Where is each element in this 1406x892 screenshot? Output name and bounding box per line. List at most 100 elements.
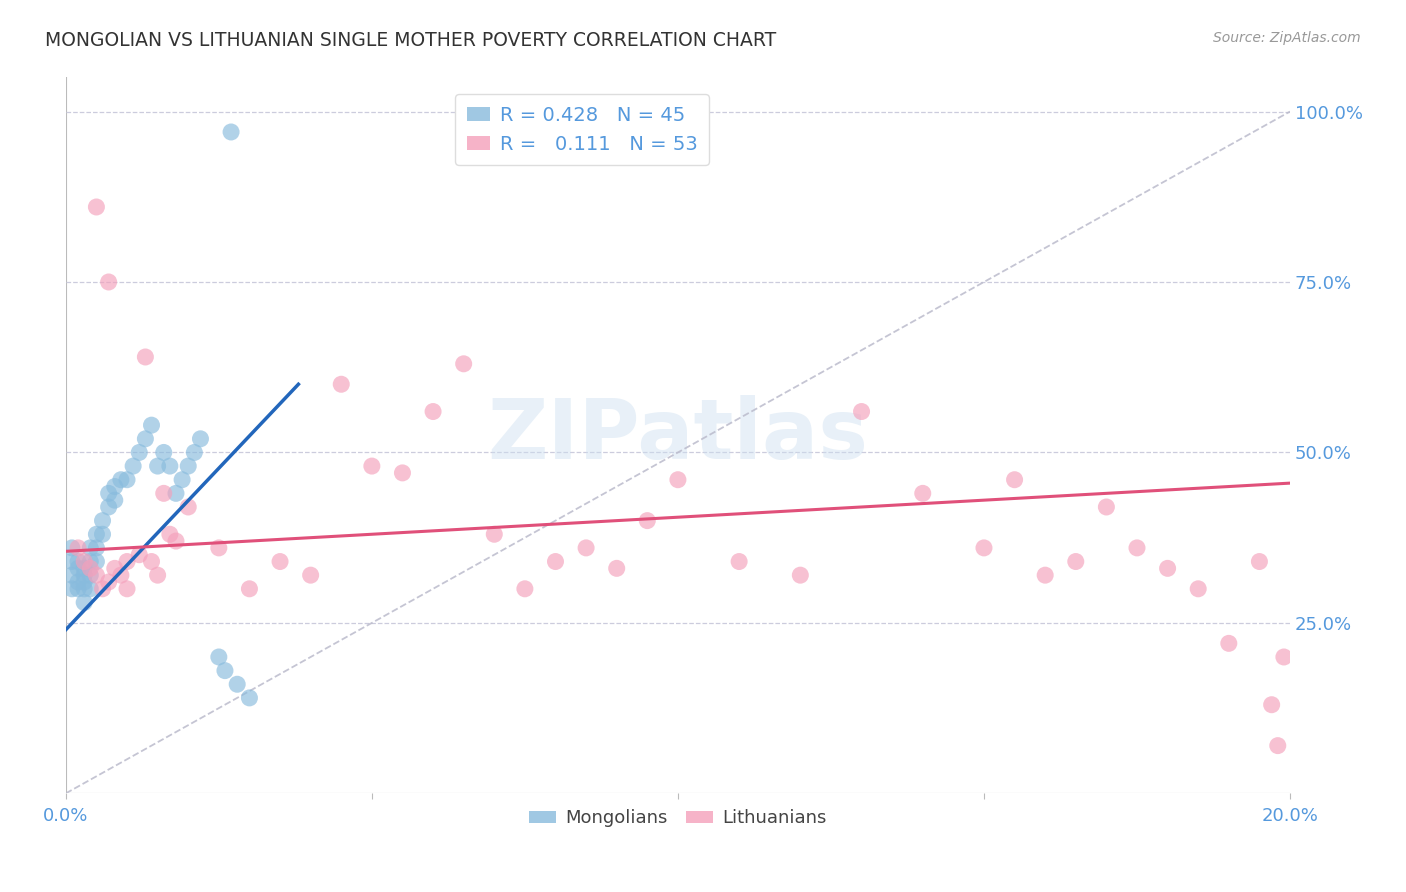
Point [67,561,90,575]
Point [728,555,751,569]
Point [115,473,138,487]
Point [208,650,231,665]
Point [141,555,163,569]
Point [1187,582,1209,596]
Point [60,541,83,555]
Point [190,432,212,446]
Point [183,445,205,459]
Point [165,486,187,500]
Point [115,555,138,569]
Point [67,582,90,596]
Point [79,561,101,575]
Point [67,541,90,555]
Point [299,568,322,582]
Point [91,582,114,596]
Point [91,527,114,541]
Point [104,479,127,493]
Point [159,527,181,541]
Point [60,568,83,582]
Point [177,500,200,514]
Point [86,555,108,569]
Point [165,534,187,549]
Point [851,404,873,418]
Point [86,541,108,555]
Point [146,568,169,582]
Point [79,582,101,596]
Point [110,473,132,487]
Point [73,582,96,596]
Legend: Mongolians, Lithuanians: Mongolians, Lithuanians [522,802,834,834]
Point [73,574,96,589]
Point [789,568,811,582]
Point [159,459,181,474]
Point [1004,473,1026,487]
Point [1064,555,1087,569]
Point [122,459,145,474]
Point [128,548,150,562]
Point [484,527,506,541]
Point [606,561,628,575]
Point [1272,650,1295,665]
Point [60,555,83,569]
Point [269,555,291,569]
Point [134,350,156,364]
Point [79,555,101,569]
Point [422,404,444,418]
Point [391,466,413,480]
Point [141,418,163,433]
Point [67,555,90,569]
Point [1249,555,1271,569]
Point [636,514,658,528]
Point [330,377,353,392]
Point [97,275,120,289]
Point [86,527,108,541]
Point [911,486,934,500]
Point [115,582,138,596]
Point [146,459,169,474]
Point [67,574,90,589]
Point [238,690,260,705]
Point [575,541,598,555]
Point [73,561,96,575]
Point [110,568,132,582]
Point [172,473,194,487]
Point [134,432,156,446]
Point [219,125,242,139]
Point [73,555,96,569]
Point [1267,739,1289,753]
Point [60,582,83,596]
Point [214,664,236,678]
Point [97,486,120,500]
Point [666,473,689,487]
Point [104,493,127,508]
Point [152,486,174,500]
Point [152,445,174,459]
Point [544,555,567,569]
Point [226,677,249,691]
Point [238,582,260,596]
Point [128,445,150,459]
Point [73,595,96,609]
Point [453,357,475,371]
Text: ZIPatlas: ZIPatlas [488,395,869,476]
Point [1095,500,1118,514]
Point [104,561,127,575]
Point [513,582,536,596]
Point [91,514,114,528]
Point [1126,541,1149,555]
Point [97,500,120,514]
Point [79,541,101,555]
Text: MONGOLIAN VS LITHUANIAN SINGLE MOTHER POVERTY CORRELATION CHART: MONGOLIAN VS LITHUANIAN SINGLE MOTHER PO… [45,31,776,50]
Point [79,568,101,582]
Point [177,459,200,474]
Point [208,541,231,555]
Point [97,574,120,589]
Point [86,200,108,214]
Point [1033,568,1056,582]
Point [360,459,382,474]
Point [1156,561,1178,575]
Point [1260,698,1282,712]
Text: Source: ZipAtlas.com: Source: ZipAtlas.com [1213,31,1361,45]
Point [73,568,96,582]
Point [86,568,108,582]
